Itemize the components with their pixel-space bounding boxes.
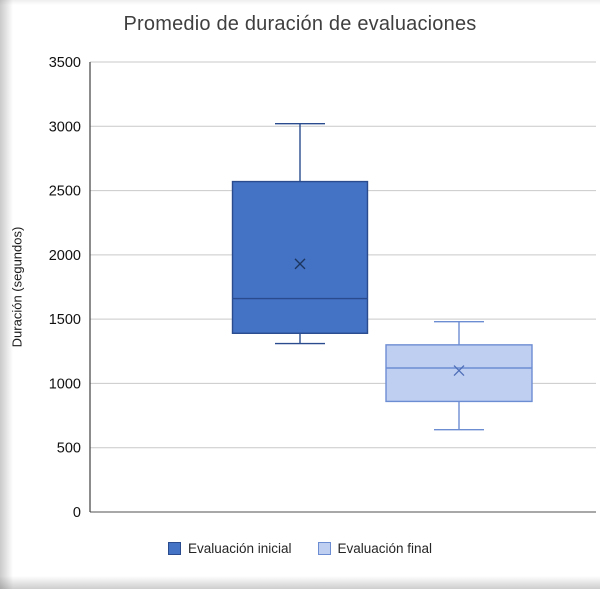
legend-swatch-evaluacion-final	[317, 542, 331, 555]
mean-marker	[294, 258, 306, 270]
box	[231, 180, 369, 334]
legend-swatch-evaluacion-inicial	[167, 542, 181, 555]
legend-item-evaluacion-inicial: Evaluación inicial	[167, 541, 292, 556]
box	[385, 344, 533, 403]
y-tick-label: 1000	[49, 376, 81, 392]
chart-title: Promedio de duración de evaluaciones	[123, 13, 477, 35]
y-tick-label: 2000	[49, 248, 81, 264]
legend: Evaluación inicial Evaluación final	[0, 541, 600, 556]
y-tick-label: 0	[73, 505, 81, 521]
legend-label-evaluacion-inicial: Evaluación inicial	[187, 541, 292, 556]
y-tick-label: 3000	[49, 119, 81, 135]
legend-item-evaluacion-final: Evaluación final	[317, 541, 433, 556]
y-tick-label: 3500	[49, 55, 81, 71]
mean-marker	[453, 365, 465, 377]
y-tick-label: 2500	[49, 184, 81, 200]
y-tick-label: 1500	[49, 312, 81, 328]
y-tick-label: 500	[57, 441, 81, 457]
legend-label-evaluacion-final: Evaluación final	[337, 541, 433, 556]
